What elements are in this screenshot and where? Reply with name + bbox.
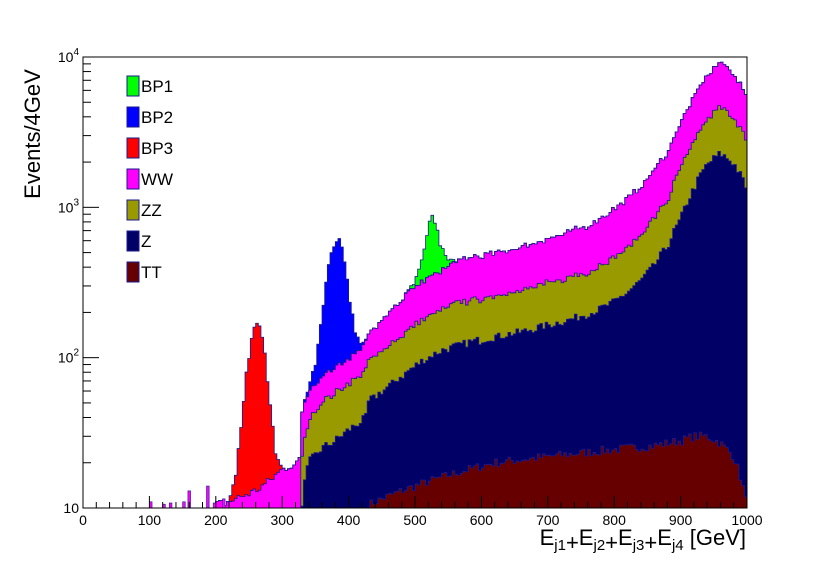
x-tick-label: 800 (603, 512, 627, 528)
x-tick-label: 700 (536, 512, 560, 528)
legend-label-bp1: BP1 (141, 77, 173, 96)
legend-swatch-tt (126, 261, 140, 283)
sparse-bin-2 (169, 502, 173, 509)
legend-swatch-bp3 (126, 137, 140, 159)
legend-label-ww: WW (141, 170, 173, 189)
x-tick-label: 400 (337, 512, 361, 528)
legend-label-bp3: BP3 (141, 139, 173, 158)
legend-label-zz: ZZ (141, 201, 162, 220)
x-tick-label: 100 (138, 512, 162, 528)
legend-label-z: Z (141, 232, 151, 251)
sparse-bin-5 (206, 485, 210, 509)
x-tick-label: 300 (271, 512, 295, 528)
legend-label-tt: TT (141, 263, 162, 282)
y-tick-label: 10 (63, 500, 79, 516)
legend-swatch-z (126, 230, 140, 252)
axes: 0 100 200 300 400 500 600 700 800 900 1000 10 102 103… (58, 47, 763, 528)
legend-label-bp2: BP2 (141, 108, 173, 127)
y-tick-label: 104 (58, 47, 80, 65)
y-axis-title: Events/4GeV (20, 69, 45, 199)
sparse-bin-7 (222, 498, 226, 509)
x-tick-label: 900 (669, 512, 693, 528)
legend-swatch-bp2 (126, 106, 140, 128)
x-tick-label: 200 (204, 512, 228, 528)
legend-swatch-bp1 (126, 75, 140, 97)
x-axis-title: Ej1+Ej2+Ej3+Ej4 [GeV] (540, 525, 746, 555)
x-tick-label: 0 (79, 512, 87, 528)
x-tick-label: 1000 (731, 512, 762, 528)
y-tick-label: 103 (58, 197, 80, 215)
x-tick-label: 500 (403, 512, 427, 528)
sparse-bin-3 (182, 501, 186, 509)
x-tick-label: 600 (470, 512, 494, 528)
y-tick-label: 102 (58, 348, 80, 366)
legend-swatch-zz (126, 199, 140, 221)
legend-swatch-ww (126, 168, 140, 190)
